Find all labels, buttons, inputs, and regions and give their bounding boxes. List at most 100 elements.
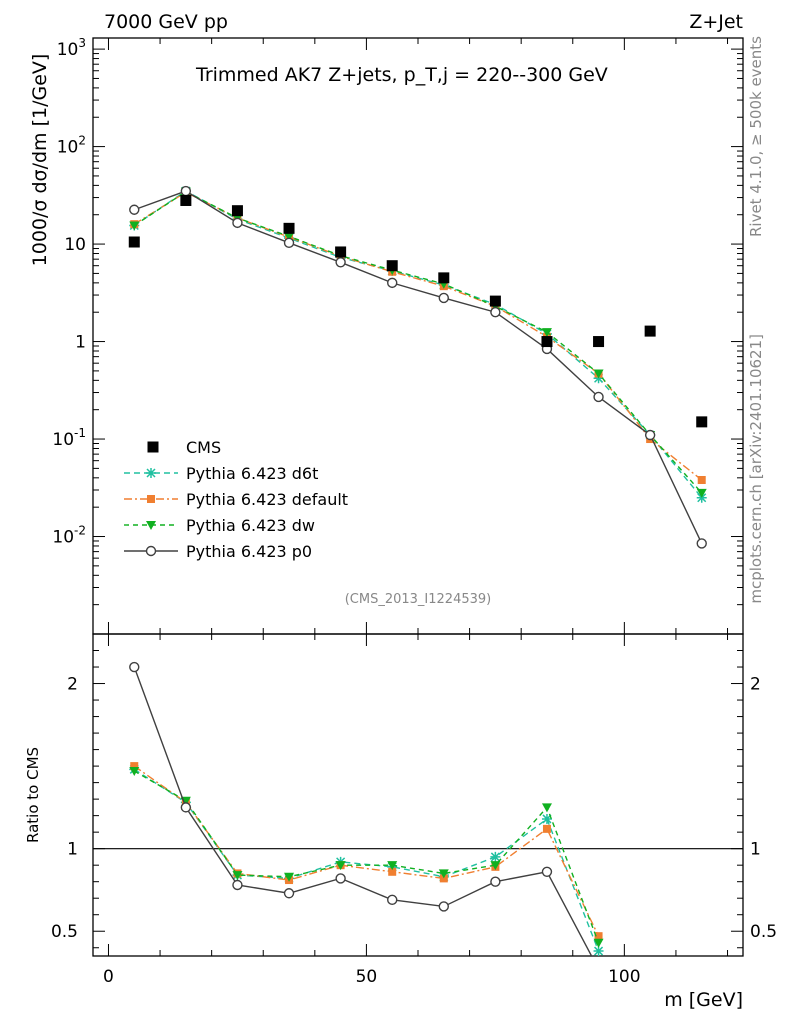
cms-data-point <box>541 336 553 348</box>
cms-data-point <box>335 246 347 258</box>
cms-data-point <box>644 325 656 337</box>
y-tick-exponent: 3 <box>78 36 86 50</box>
pythia-6-423-p0-line <box>134 190 703 544</box>
header-right: Z+Jet <box>689 11 743 33</box>
pythia-6-423-p0-point <box>232 217 243 229</box>
pythia-6-423-p0-ratio-point <box>490 876 501 887</box>
ratio-tick-label: 1 <box>67 840 78 860</box>
pythia-6-423-dw-ratio-point <box>284 872 295 882</box>
pythia-6-423-default-ratio-point <box>542 824 551 833</box>
legend-pythia-6-423-default-marker <box>147 495 155 503</box>
pythia-6-423-d6t-ratio-line <box>133 768 600 952</box>
pythia-6-423-dw-point <box>541 328 552 338</box>
pythia-6-423-default-ratio-line <box>133 765 600 937</box>
pythia-6-423-dw-point <box>696 488 707 498</box>
ratio-tick-label-right: 0.5 <box>750 922 777 942</box>
legend: CMS Pythia 6.423 d6t Pythia 6.423 default P… <box>124 438 348 561</box>
header-left: 7000 GeV pp <box>104 11 228 33</box>
pythia-6-423-p0-point <box>438 292 449 304</box>
y-tick-exponent: -1 <box>74 426 86 440</box>
legend-pythia-6-423-p0-label: Pythia 6.423 p0 <box>186 542 312 561</box>
y-tick-exponent: -2 <box>74 524 86 538</box>
pythia-6-423-dw-ratio-point <box>129 767 140 777</box>
x-tick-label: 100 <box>608 967 640 987</box>
cms-data-point <box>593 336 605 348</box>
pythia-6-423-default-point <box>697 475 706 484</box>
pythia-6-423-default-ratio-point <box>388 867 397 876</box>
pythia-6-423-p0-ratio-point <box>129 661 140 673</box>
pythia-6-423-dw-ratio-point <box>438 869 449 879</box>
cms-data-point <box>128 236 140 248</box>
pythia-6-423-dw-point <box>284 232 295 242</box>
legend-pythia-6-423-d6t-marker <box>146 468 156 478</box>
pythia-6-423-p0-ratio-point <box>283 888 295 899</box>
pythia-6-423-p0-point <box>283 237 295 249</box>
pythia-6-423-default-ratio-point <box>594 932 603 941</box>
pythia-6-423-p0-point <box>644 429 656 441</box>
ratio-tick-label-right: 1 <box>750 840 761 860</box>
legend-cms-label: CMS <box>186 438 221 457</box>
pythia-6-423-dw-point <box>593 369 604 379</box>
pythia-6-423-p0-point <box>335 257 346 268</box>
pythia-6-423-d6t-line <box>133 190 703 499</box>
pythia-6-423-p0-ratio-point <box>387 894 398 906</box>
cms-data-point <box>438 272 450 284</box>
cms-data-point <box>180 194 192 206</box>
pythia-6-423-d6t-ratio-point <box>593 946 604 956</box>
legend-pythia-6-423-default-label: Pythia 6.423 default <box>186 490 348 509</box>
y-tick-label: 10-2 <box>52 524 86 548</box>
cms-data-point <box>386 260 398 272</box>
pythia-6-423-p0-ratio-point <box>232 879 243 891</box>
y-tick-label: 103 <box>57 36 86 60</box>
pythia-6-423-p0-ratio-point <box>438 901 449 912</box>
cms-data-point <box>489 295 501 307</box>
pythia-6-423-d6t-ratio-point <box>541 813 552 824</box>
pythia-6-423-dw-ratio-point <box>541 803 552 813</box>
rivet-label: Rivet 4.1.0, ≥ 500k events <box>747 36 765 237</box>
legend-cms-marker <box>147 441 159 453</box>
pythia-6-423-dw-ratio-point <box>387 861 398 871</box>
ratio-tick-label: 0.5 <box>51 922 78 942</box>
y-tick-label: 1 <box>75 333 86 353</box>
pythia-6-423-dw-point <box>129 221 140 231</box>
ratio-tick-label-right: 2 <box>750 675 761 695</box>
cms-data-point <box>231 205 243 217</box>
legend-pythia-6-423-p0-marker <box>145 545 157 557</box>
pythia-6-423-p0-ratio-point <box>180 802 192 813</box>
y-tick-label: 102 <box>57 134 86 158</box>
pythia-6-423-p0-ratio-point <box>541 866 553 877</box>
pythia-6-423-p0-point <box>696 538 707 549</box>
y-tick-label: 10 <box>64 235 86 255</box>
ratio-y-axis-label: Ratio to CMS <box>24 747 42 843</box>
cms-data-point <box>283 222 295 234</box>
y-axis-label: 1000/σ dσ/dm [1/GeV] <box>29 54 51 267</box>
pythia-6-423-p0-ratio-line <box>133 666 593 956</box>
mcplots-label: mcplots.cern.ch [arXiv:2401.10621] <box>747 334 765 604</box>
pythia-6-423-dw-ratio-point <box>593 938 604 948</box>
x-tick-label: 50 <box>356 967 378 987</box>
x-axis-label: m [GeV] <box>664 989 743 1011</box>
ratio-tick-label: 2 <box>67 675 78 695</box>
pythia-6-423-p0-ratio-point <box>594 965 603 974</box>
pythia-6-423-dw-line <box>133 190 703 494</box>
pythia-6-423-dw-ratio-point <box>232 871 243 881</box>
ratio-plot-frame <box>92 633 744 957</box>
pythia-6-423-p0-point <box>490 307 501 318</box>
pythia-6-423-p0-point <box>129 204 140 215</box>
legend-pythia-6-423-d6t-label: Pythia 6.423 d6t <box>186 464 318 483</box>
y-tick-exponent: 2 <box>78 134 86 148</box>
pythia-6-423-p0-point <box>387 277 398 289</box>
pythia-6-423-p0-ratio-point <box>335 873 346 884</box>
pythia-6-423-default-ratio-point <box>130 762 139 771</box>
cms-data-point <box>696 416 708 428</box>
pythia-6-423-dw-ratio-line <box>133 770 600 944</box>
legend-pythia-6-423-dw-label: Pythia 6.423 dw <box>186 516 315 535</box>
pythia-6-423-d6t-ratio-point <box>490 851 501 862</box>
y-tick-label: 10-1 <box>52 426 86 450</box>
pythia-6-423-p0-point <box>180 185 192 197</box>
analysis-id: (CMS_2013_I1224539) <box>345 592 492 607</box>
pythia-6-423-dw-ratio-point <box>490 861 501 871</box>
pythia-6-423-dw-ratio-point <box>335 861 346 871</box>
x-tick-label: 0 <box>103 967 114 987</box>
